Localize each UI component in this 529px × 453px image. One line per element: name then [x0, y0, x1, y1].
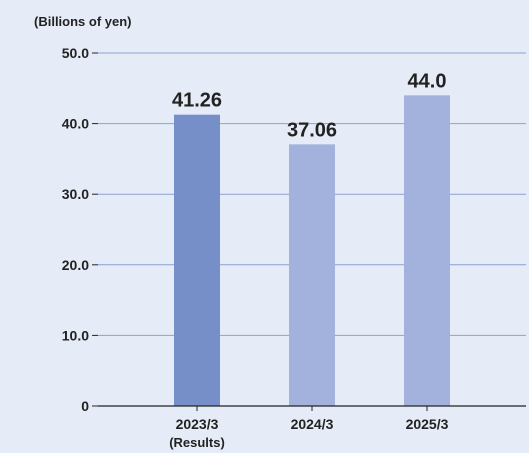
bar: [289, 144, 335, 406]
y-tick-label: 0: [81, 398, 89, 414]
x-tick-label: 2025/3: [406, 416, 449, 432]
y-tick-label: 10.0: [62, 327, 89, 343]
data-label: 41.26: [172, 90, 222, 112]
y-tick-label: 20.0: [62, 257, 89, 273]
x-tick-label: 2023/3: [176, 416, 219, 432]
bar: [404, 95, 450, 406]
bar: [174, 115, 220, 406]
y-tick-label: 40.0: [62, 116, 89, 132]
y-tick-label: 30.0: [62, 186, 89, 202]
x-tick-sublabel: (Results): [169, 435, 225, 450]
y-tick-label: 50.0: [62, 45, 89, 61]
data-label: 37.06: [287, 119, 337, 141]
data-label: 44.0: [408, 70, 447, 92]
x-tick-label: 2024/3: [291, 416, 334, 432]
